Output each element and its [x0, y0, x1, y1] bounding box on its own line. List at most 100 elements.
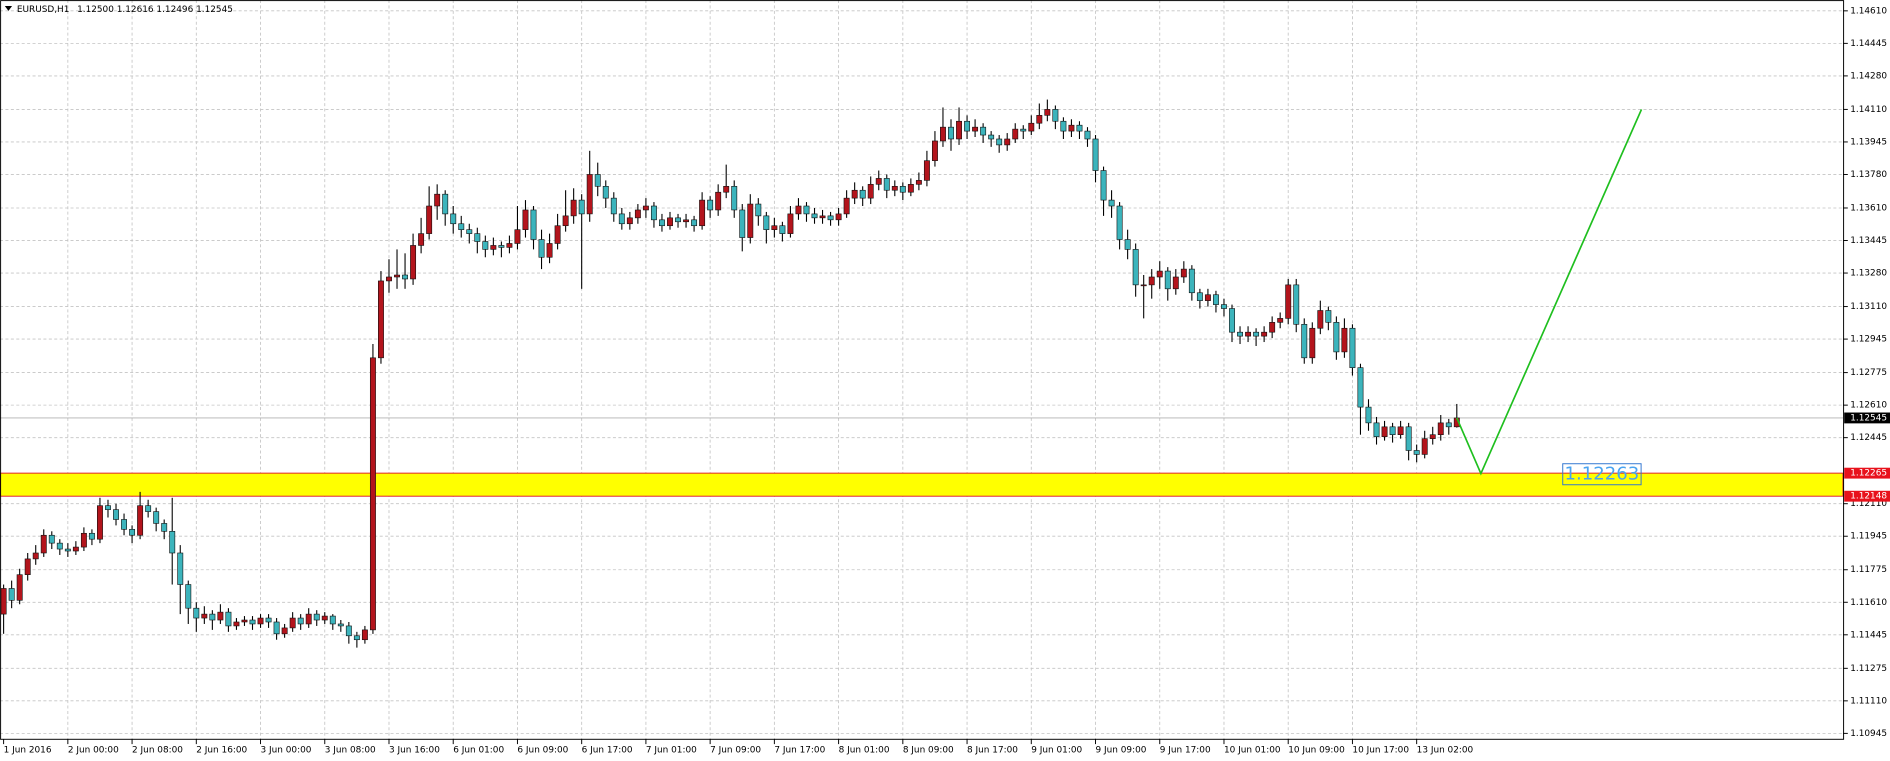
- candle-body: [1172, 276, 1179, 290]
- candle-body: [980, 126, 987, 136]
- candle-body: [1044, 109, 1051, 116]
- candle-body: [988, 134, 995, 140]
- candle-body: [16, 574, 23, 601]
- candle-body: [105, 505, 111, 510]
- candle-body: [1036, 115, 1043, 124]
- header-close: 1.12545: [196, 5, 233, 15]
- x-tick-label: 10 Jun 17:00: [1352, 746, 1409, 756]
- candle-body: [458, 223, 465, 230]
- candle-body: [1397, 426, 1404, 436]
- support-zone: [0, 472, 1844, 497]
- candle-body: [209, 613, 216, 621]
- candle-body: [522, 209, 529, 230]
- x-tick-label: 6 Jun 17:00: [582, 746, 633, 756]
- candle-body: [305, 613, 312, 625]
- candle-body: [554, 225, 561, 244]
- candle-body: [289, 617, 296, 629]
- x-tick-label: 7 Jun 01:00: [646, 746, 697, 756]
- candle-body: [1004, 138, 1011, 146]
- candle-body: [1132, 249, 1139, 286]
- candle-body: [442, 193, 449, 215]
- candle-body: [386, 276, 392, 282]
- candle-body: [843, 197, 850, 215]
- y-tick-label: 1.12110: [1850, 499, 1887, 509]
- zone-price-label: 1.12148: [1850, 492, 1887, 502]
- candle-body: [450, 213, 457, 225]
- candle-body: [1052, 109, 1059, 122]
- chart-header: EURUSD,H1 1.12500 1.12616 1.12496 1.1254…: [17, 5, 233, 15]
- candle-body: [683, 219, 690, 223]
- zone-price-tag: [1844, 490, 1890, 502]
- candle-body: [48, 534, 55, 544]
- y-tick-label: 1.11110: [1850, 696, 1887, 706]
- candle-body: [1140, 284, 1147, 287]
- candle-body: [281, 627, 288, 635]
- candle-body: [956, 120, 962, 140]
- candle-body: [739, 209, 746, 238]
- candle-body: [763, 215, 770, 230]
- candle-body: [1237, 331, 1243, 337]
- candle-body: [225, 611, 232, 627]
- candle-body: [1301, 324, 1308, 359]
- x-tick-label: 2 Jun 16:00: [196, 746, 247, 756]
- y-tick-label: 1.13110: [1850, 302, 1887, 312]
- candle-body: [659, 219, 665, 227]
- candle-body: [707, 199, 714, 211]
- candle-body: [1180, 268, 1187, 278]
- x-tick-label: 3 Jun 16:00: [389, 746, 440, 756]
- candle-body: [1012, 128, 1019, 140]
- candle-body: [1341, 327, 1348, 353]
- candle-body: [466, 229, 473, 234]
- candle-body: [1164, 270, 1171, 290]
- y-tick-label: 1.11445: [1850, 630, 1887, 640]
- candle-body: [1060, 120, 1067, 132]
- x-tick-label: 9 Jun 17:00: [1160, 746, 1211, 756]
- candle-body: [1068, 124, 1075, 132]
- y-tick-label: 1.13610: [1850, 203, 1887, 213]
- y-tick-label: 1.11775: [1850, 565, 1887, 575]
- candle-body: [353, 635, 360, 641]
- candle-body: [1421, 438, 1428, 455]
- candle-body: [249, 619, 256, 625]
- candle-body: [1221, 304, 1227, 309]
- candle-body: [996, 138, 1003, 146]
- candle-body: [193, 607, 200, 619]
- candle-body: [755, 203, 762, 217]
- candle-body: [321, 615, 328, 621]
- candle-body: [1100, 170, 1107, 201]
- candle-body: [1405, 426, 1412, 451]
- candle-body: [1156, 270, 1163, 278]
- candle-body: [97, 505, 103, 540]
- y-tick-label: 1.12775: [1850, 368, 1887, 378]
- candle-body: [594, 174, 601, 187]
- grid-layer: [0, 0, 1843, 740]
- candle-body: [634, 209, 641, 219]
- menu-triangle[interactable]: [4, 6, 13, 11]
- candle-body: [650, 205, 657, 221]
- candle-body: [1076, 124, 1083, 132]
- zone-layer: [0, 417, 1844, 497]
- candle-body: [361, 629, 368, 641]
- candle-body: [1116, 205, 1123, 240]
- candle-body: [490, 245, 497, 250]
- candle-body: [1317, 310, 1324, 329]
- candle-body: [329, 615, 336, 625]
- candle-body: [482, 241, 489, 250]
- candle-body: [80, 532, 87, 548]
- candle-body: [129, 529, 136, 536]
- candle-body: [161, 523, 168, 532]
- candle-body: [570, 199, 577, 217]
- candle-body: [1365, 406, 1372, 424]
- zone-price-tag: [1844, 467, 1890, 479]
- candle-body: [113, 509, 119, 520]
- candle-body: [875, 178, 882, 185]
- candle-body: [1028, 122, 1035, 132]
- x-tick-label: 13 Jun 02:00: [1417, 746, 1474, 756]
- candle-body: [1285, 284, 1292, 319]
- candle-body: [56, 542, 63, 550]
- price-label: 1.12545: [1850, 413, 1887, 423]
- y-tick-label: 1.11610: [1850, 598, 1887, 608]
- x-tick-label: 7 Jun 17:00: [774, 746, 825, 756]
- candle-body: [265, 617, 272, 623]
